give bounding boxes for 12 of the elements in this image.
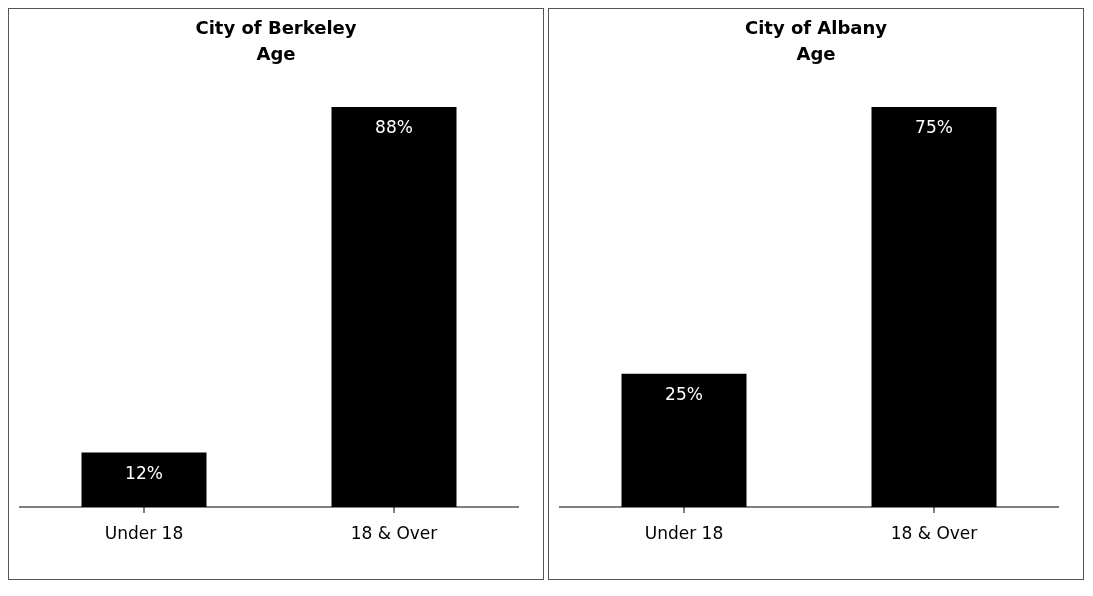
chart-subtitle: Age [255,42,297,66]
chart-subtitle: Age [795,42,837,66]
data-label: 12% [125,462,163,483]
x-tick-label: Under 18 [644,523,724,544]
data-label: 88% [375,117,413,138]
data-label: 75% [915,117,953,138]
x-tick-label: Under 18 [104,523,184,544]
x-tick-label: 18 & Over [350,523,438,544]
chart-title: City of Berkeley [194,16,358,40]
x-tick-label: 18 & Over [890,523,978,544]
chart-title: City of Albany [743,16,889,40]
data-label: 25% [665,383,703,404]
